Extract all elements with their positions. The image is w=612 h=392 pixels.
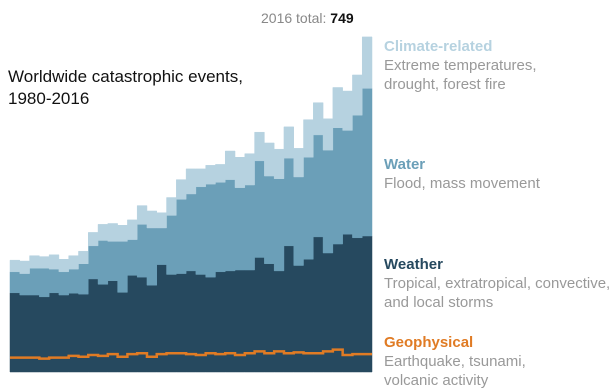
total-value: 749 [330,10,354,26]
total-label: 2016 total: [261,10,327,26]
chart-title: Worldwide catastrophic events, 1980-2016 [8,67,243,108]
area-climate-related [9,36,373,274]
legend-climate-desc: Extreme temperatures, drought, forest fi… [384,57,537,93]
legend-water-desc: Flood, mass movement [384,175,540,192]
legend-weather-desc: Tropical, extratropical, convective, and… [384,275,611,311]
legend-weather: Weather Tropical, extratropical, convect… [384,255,612,312]
total-annotation: 2016 total: 749 [261,10,354,26]
legend-geophysical: Geophysical Earthquake, tsunami, volcani… [384,333,554,390]
legend-climate: Climate-related Extreme temperatures, dr… [384,37,584,94]
legend-water: Water Flood, mass movement [384,155,584,193]
legend-geophysical-name: Geophysical [384,334,474,351]
legend-weather-name: Weather [384,256,443,273]
legend-climate-name: Climate-related [384,38,493,55]
legend-water-name: Water [384,156,426,173]
legend-geophysical-desc: Earthquake, tsunami, volcanic activity [384,353,526,389]
line-geophysical [10,348,372,360]
